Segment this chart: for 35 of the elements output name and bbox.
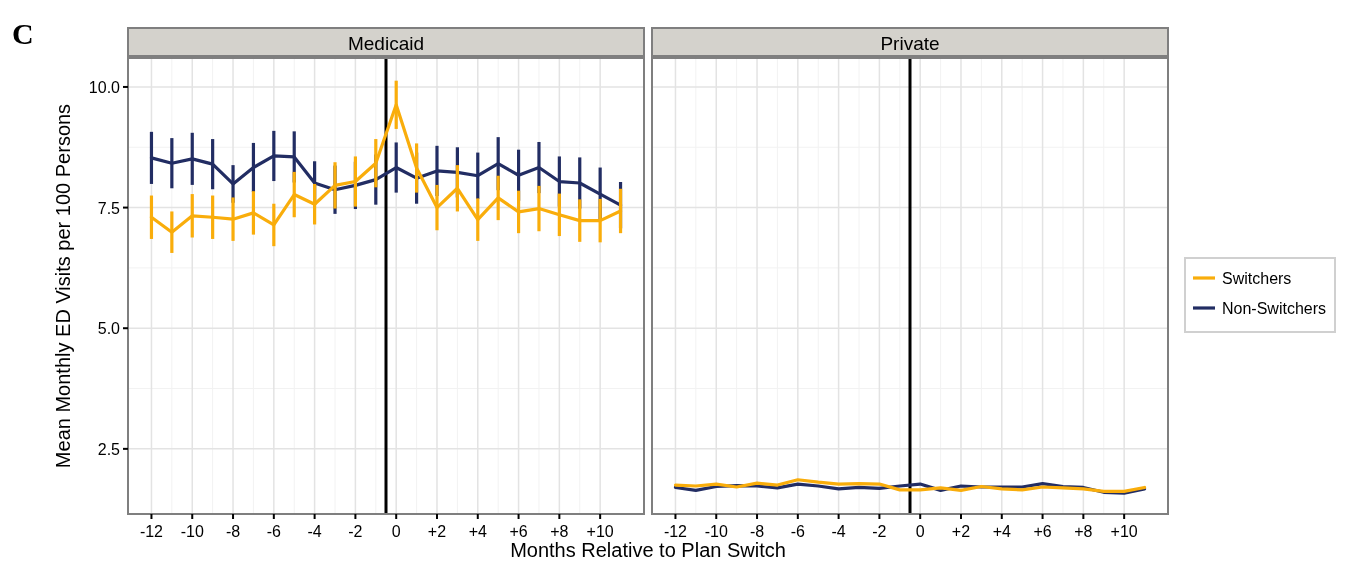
x-tick-label: -12 xyxy=(139,523,164,540)
x-tick-label: -12 xyxy=(663,523,688,540)
x-tick-label: 0 xyxy=(915,523,925,540)
x-axis-title: Months Relative to Plan Switch xyxy=(510,539,786,561)
x-tick-label: +4 xyxy=(468,523,487,540)
y-tick-label: 5.0 xyxy=(97,320,121,338)
x-tick-label: -2 xyxy=(348,523,363,540)
chart-title: Private xyxy=(880,33,940,54)
x-tick-label: -10 xyxy=(180,523,204,540)
chart-title: Medicaid xyxy=(347,33,425,54)
x-tick-label: -6 xyxy=(266,523,282,540)
x-tick-label: -10 xyxy=(704,523,728,540)
x-tick-label: -8 xyxy=(749,523,765,540)
text: C xyxy=(12,17,34,50)
y-tick-label: 10.0 xyxy=(88,78,121,96)
x-tick-label: -4 xyxy=(831,523,846,540)
legend-label: Switchers xyxy=(1222,270,1292,287)
x-tick-label: +8 xyxy=(550,523,569,540)
y-tick-label: 7.5 xyxy=(97,199,121,217)
x-tick-label: +2 xyxy=(427,523,447,540)
legend-label: Non-Switchers xyxy=(1222,300,1327,317)
x-tick-label: -4 xyxy=(307,523,322,540)
x-tick-label: +6 xyxy=(509,523,528,540)
x-tick-label: -6 xyxy=(790,523,806,540)
x-tick-label: +8 xyxy=(1074,523,1093,540)
x-tick-label: +10 xyxy=(1110,523,1138,540)
x-tick-label: +2 xyxy=(951,523,971,540)
x-tick-label: -8 xyxy=(225,523,241,540)
x-tick-label: +4 xyxy=(992,523,1011,540)
y-tick-label: 2.5 xyxy=(97,440,121,458)
x-tick-label: 0 xyxy=(391,523,401,540)
y-axis-title: Mean Monthly ED Visits per 100 Persons xyxy=(52,103,74,469)
x-tick-label: -2 xyxy=(872,523,887,540)
x-tick-label: +6 xyxy=(1033,523,1052,540)
x-tick-label: +10 xyxy=(586,523,614,540)
